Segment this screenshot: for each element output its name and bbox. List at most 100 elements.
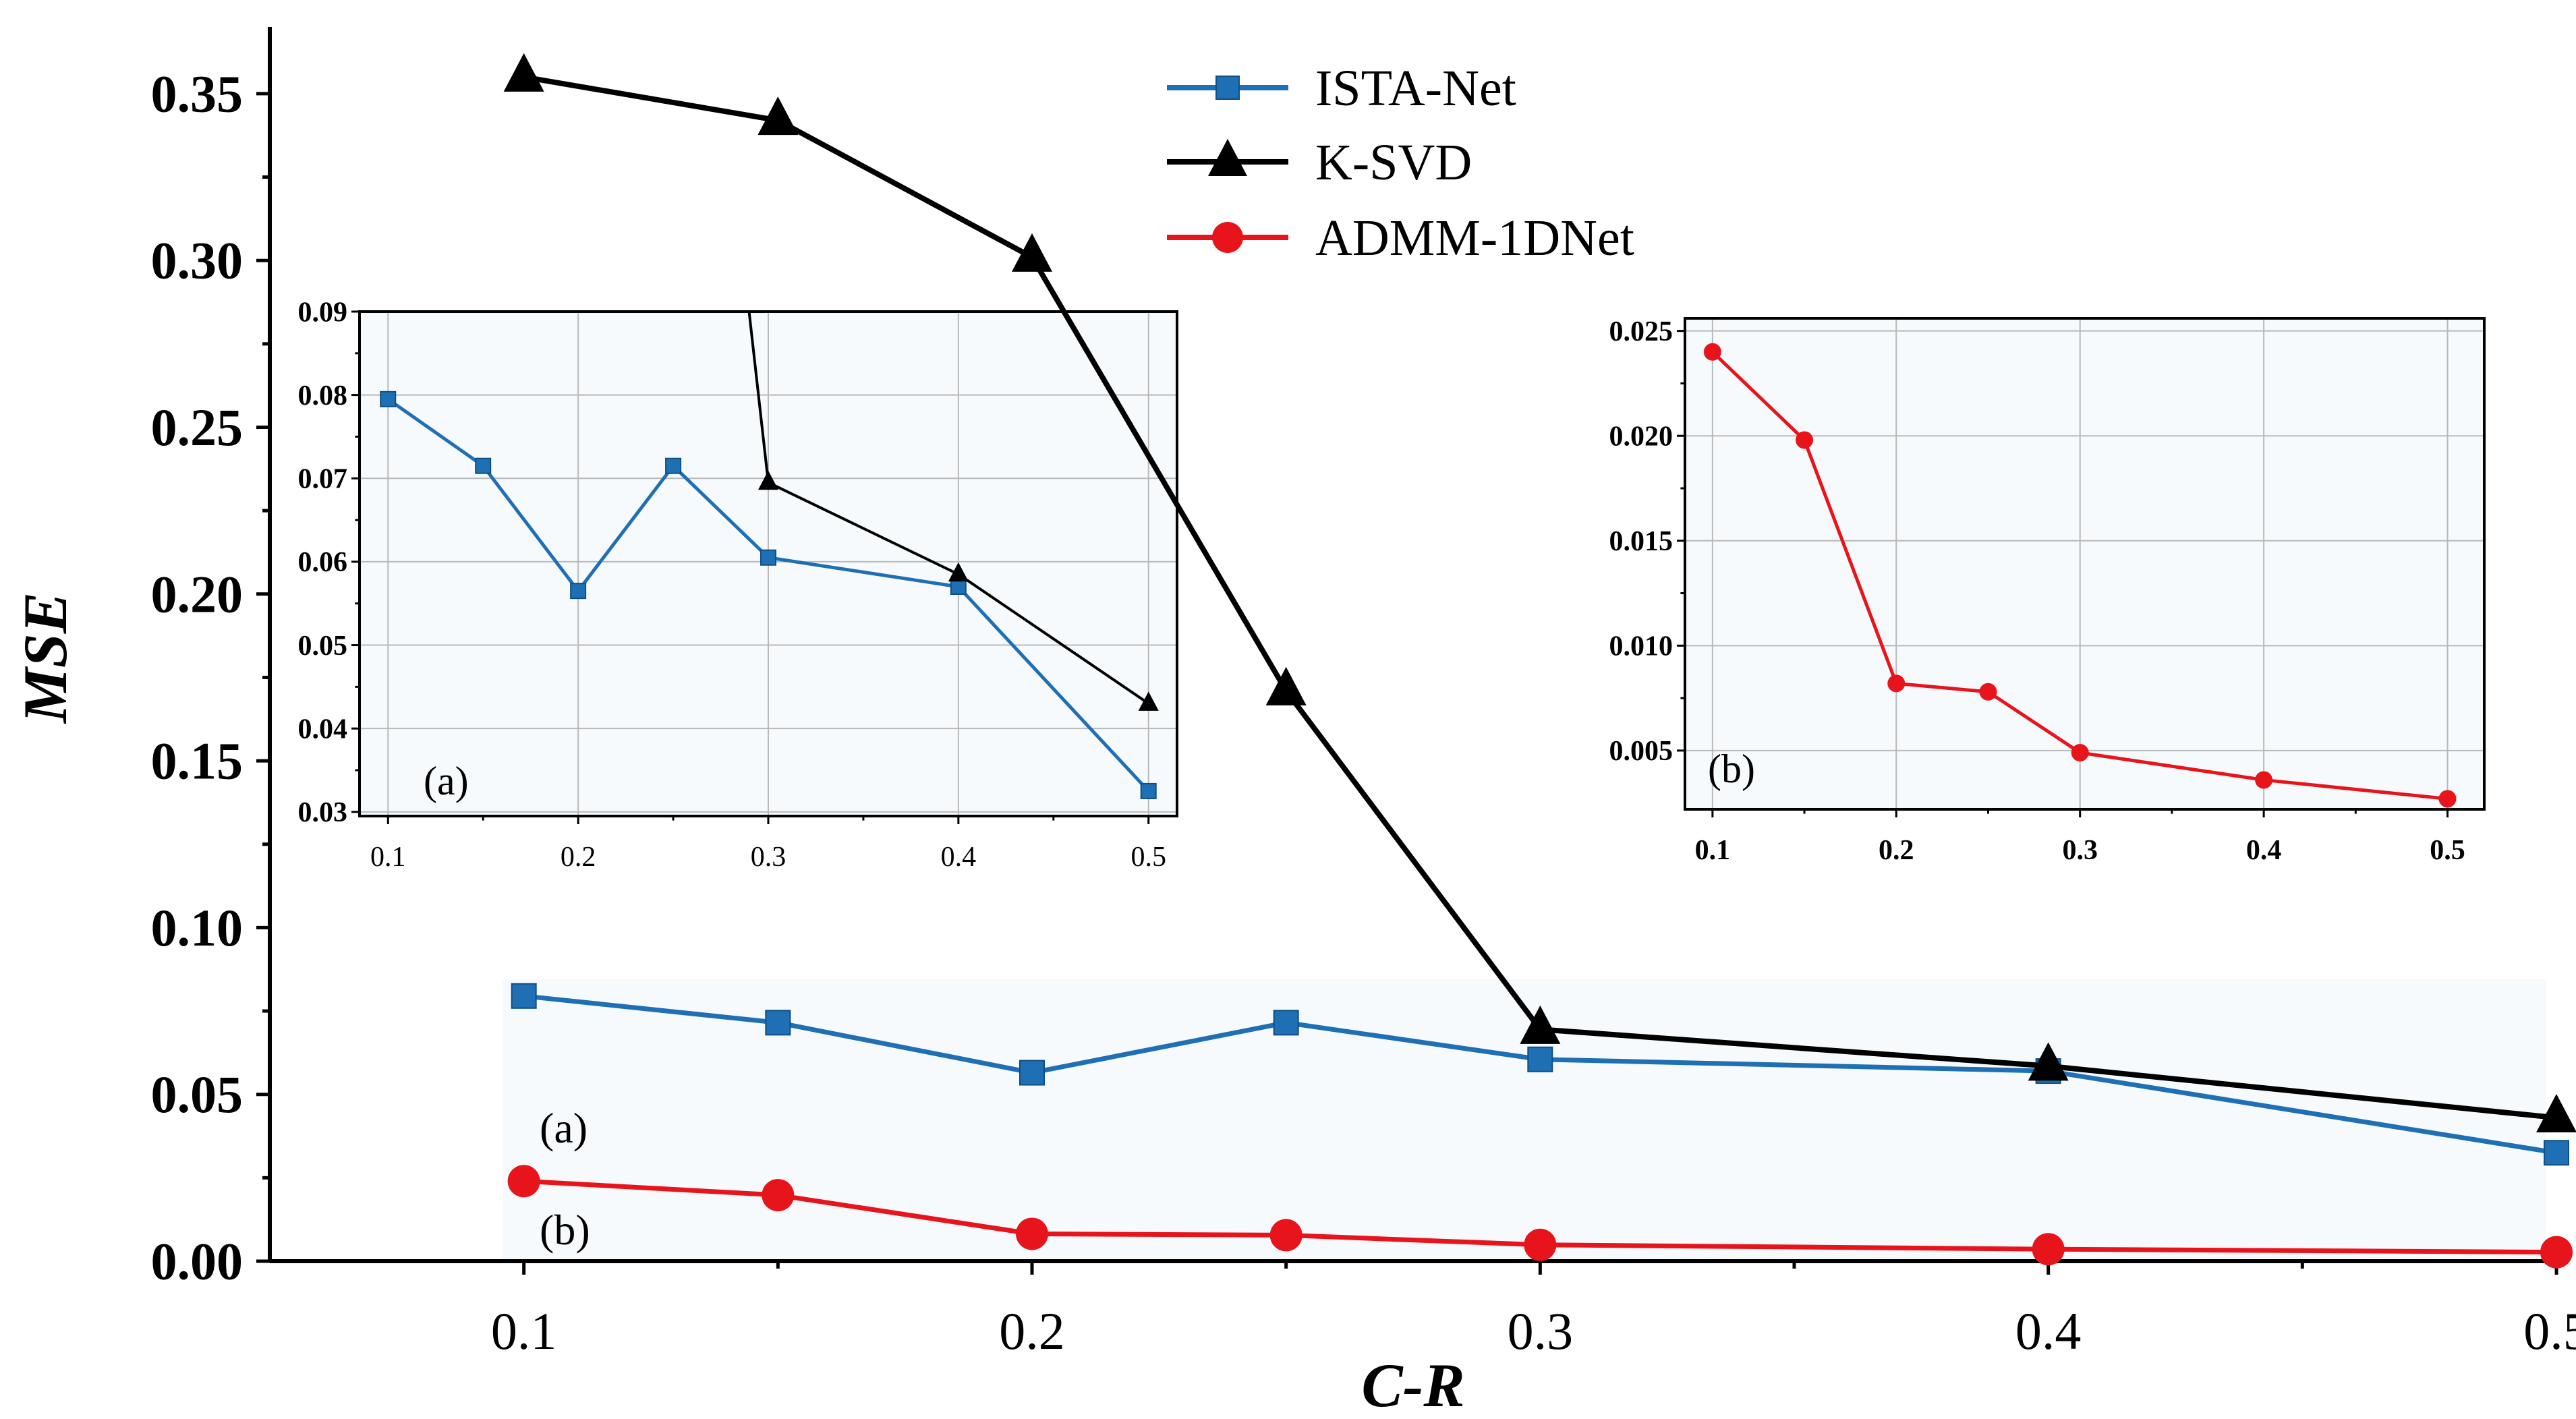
inset-b-ytick-label-2: 0.015	[1609, 526, 1673, 557]
main-series-admm-1dnet	[507, 1165, 2573, 1269]
main-point-k-svd-3	[1265, 666, 1307, 705]
inset-a-point-ista-net-2	[570, 583, 587, 600]
legend-marker-ista-net	[1215, 76, 1240, 100]
main-point-admm-1dnet-1	[762, 1179, 795, 1212]
main-point-admm-1dnet-6	[2540, 1236, 2573, 1269]
inset-b-point-admm-1dnet-5	[2255, 771, 2273, 789]
main-point-admm-1dnet-3	[1269, 1219, 1303, 1252]
main-axes: 0.1 0.2 0.3 0.4 0.5 0.00 0.05 0.10 0.15 0.20 0.25 0…	[151, 27, 2576, 1360]
main-point-admm-1dnet-4	[1524, 1228, 1557, 1261]
inset-a-point-ista-net-5	[950, 579, 967, 595]
inset-b-point-admm-1dnet-1	[1796, 431, 1814, 449]
inset-b-point-admm-1dnet-0	[1703, 343, 1721, 361]
main-ytick-label-5: 0.25	[151, 398, 244, 457]
legend-item-k-svd: K-SVD	[1167, 134, 1472, 191]
inset-a-xtick-label-4: 0.5	[1130, 842, 1166, 873]
legend-item-admm-1dnet: ADMM-1DNet	[1167, 210, 1634, 266]
inset-b-point-admm-1dnet-2	[1887, 674, 1906, 693]
inset-a-ytick-label-1: 0.04	[298, 714, 348, 745]
legend-marker-k-svd	[1208, 138, 1247, 176]
inset-b-point-admm-1dnet-3	[1979, 683, 1997, 701]
inset-a-series	[380, 312, 1159, 799]
inset-a-ytick-label-2: 0.05	[298, 631, 348, 662]
inset-b-xtick-label-3: 0.4	[2246, 835, 2282, 866]
inset-a-point-k-svd-5	[948, 562, 969, 582]
inset-a-series-ista-net	[380, 390, 1157, 799]
inset-b-grid	[1685, 318, 2484, 809]
inset-b-xtick-label-1: 0.2	[1879, 835, 1914, 866]
annotation-b: (b)	[540, 1206, 590, 1254]
inset-b-ytick-label-1: 0.010	[1609, 631, 1673, 662]
main-ytick-label-1: 0.05	[151, 1065, 244, 1124]
inset-b: 0.1 0.2 0.3 0.4 0.5 0.005 0.010 0.015 0.020 0.025…	[1609, 316, 2486, 866]
inset-b-ytick-label-4: 0.025	[1609, 316, 1673, 347]
main-point-k-svd-1	[757, 96, 799, 136]
inset-b-background	[1685, 318, 2484, 809]
inset-a-xtick-label-3: 0.4	[941, 842, 977, 873]
main-ytick-label-4: 0.20	[151, 564, 244, 623]
inset-b-xtick-label-2: 0.3	[2062, 835, 2098, 866]
main-ytick-label-3: 0.15	[151, 732, 244, 790]
inset-a-series-k-svd	[747, 312, 1159, 711]
inset-b-frame	[1684, 317, 2486, 811]
inset-a: 0.1 0.2 0.3 0.4 0.5 0.03 0.04 0.05 0.06 0.07 0.08 0…	[298, 297, 1178, 873]
inset-a-xtick-label-1: 0.2	[561, 842, 596, 873]
inset-a-point-ista-net-0	[380, 390, 397, 407]
inset-b-series	[1703, 343, 2457, 808]
main-series-k-svd	[503, 53, 2576, 1132]
main-xtick-label-2: 0.3	[1508, 1302, 1574, 1360]
inset-a-xtick-label-0: 0.1	[370, 842, 406, 873]
legend-item-ista-net: ISTA-Net	[1167, 60, 1516, 117]
main-point-k-svd-2	[1012, 233, 1052, 272]
inset-b-ytick-label-0: 0.005	[1609, 736, 1673, 767]
main-xtick-label-3: 0.4	[2015, 1302, 2082, 1360]
inset-a-ytick-label-3: 0.06	[298, 547, 348, 578]
inset-a-point-ista-net-3	[665, 457, 682, 474]
main-ticks: 0.1 0.2 0.3 0.4 0.5 0.00 0.05 0.10 0.15 0.20 0.25 0…	[151, 64, 2576, 1360]
main-point-ista-net-0	[511, 983, 537, 1009]
inset-b-xtick-label-4: 0.5	[2430, 835, 2465, 866]
inset-a-label: (a)	[424, 759, 469, 803]
inset-a-point-k-svd-4	[758, 470, 778, 490]
inset-a-ytick-label-0: 0.03	[298, 797, 348, 828]
main-point-ista-net-2	[1019, 1060, 1045, 1086]
inset-a-point-k-svd-6	[1138, 691, 1159, 711]
inset-a-point-ista-net-1	[475, 457, 492, 474]
zoom-region-highlight	[503, 979, 2546, 1263]
inset-b-point-admm-1dnet-4	[2071, 744, 2089, 761]
main-ytick-label-7: 0.35	[151, 64, 244, 123]
inset-a-ytick-label-4: 0.07	[298, 464, 348, 495]
main-xtick-label-4: 0.5	[2523, 1302, 2576, 1360]
legend-label-ista-net: ISTA-Net	[1315, 60, 1516, 117]
legend-label-k-svd: K-SVD	[1315, 134, 1472, 191]
main-point-admm-1dnet-0	[507, 1165, 540, 1198]
main-xtick-label-1: 0.2	[999, 1302, 1065, 1360]
inset-b-point-admm-1dnet-6	[2438, 790, 2457, 808]
legend-label-admm-1dnet: ADMM-1DNet	[1315, 210, 1634, 266]
main-xtick-label-0: 0.1	[491, 1302, 557, 1360]
x-axis-title: C-R	[1361, 1351, 1464, 1419]
main-point-ista-net-6	[2544, 1140, 2569, 1166]
main-point-ista-net-4	[1527, 1046, 1553, 1072]
main-point-admm-1dnet-2	[1016, 1217, 1048, 1250]
inset-a-xtick-label-2: 0.3	[751, 842, 786, 873]
inset-a-point-ista-net-6	[1140, 782, 1157, 799]
main-point-k-svd-5	[2028, 1042, 2069, 1081]
inset-a-ytick-label-5: 0.08	[298, 380, 348, 411]
main-point-k-svd-4	[1520, 1005, 1561, 1044]
main-point-ista-net-1	[765, 1010, 791, 1036]
main-point-admm-1dnet-5	[2032, 1233, 2065, 1266]
main-series	[503, 53, 2576, 1269]
main-ytick-label-0: 0.00	[151, 1232, 244, 1291]
inset-a-ytick-label-6: 0.09	[298, 297, 348, 328]
main-point-k-svd-0	[503, 53, 544, 92]
main-point-k-svd-6	[2536, 1093, 2576, 1132]
legend: ISTA-Net K-SVD ADMM-1DNet	[1167, 60, 1634, 266]
main-ytick-label-2: 0.10	[151, 898, 244, 957]
inset-b-series-admm-1dnet	[1703, 343, 2457, 808]
inset-b-ytick-label-3: 0.020	[1609, 422, 1673, 453]
inset-b-ticks: 0.1 0.2 0.3 0.4 0.5 0.005 0.010 0.015 0.020 0.025	[1609, 316, 2465, 866]
inset-a-ticks: 0.1 0.2 0.3 0.4 0.5 0.03 0.04 0.05 0.06 0.07 0.08 0…	[298, 297, 1166, 873]
legend-marker-admm-1dnet	[1212, 222, 1243, 253]
